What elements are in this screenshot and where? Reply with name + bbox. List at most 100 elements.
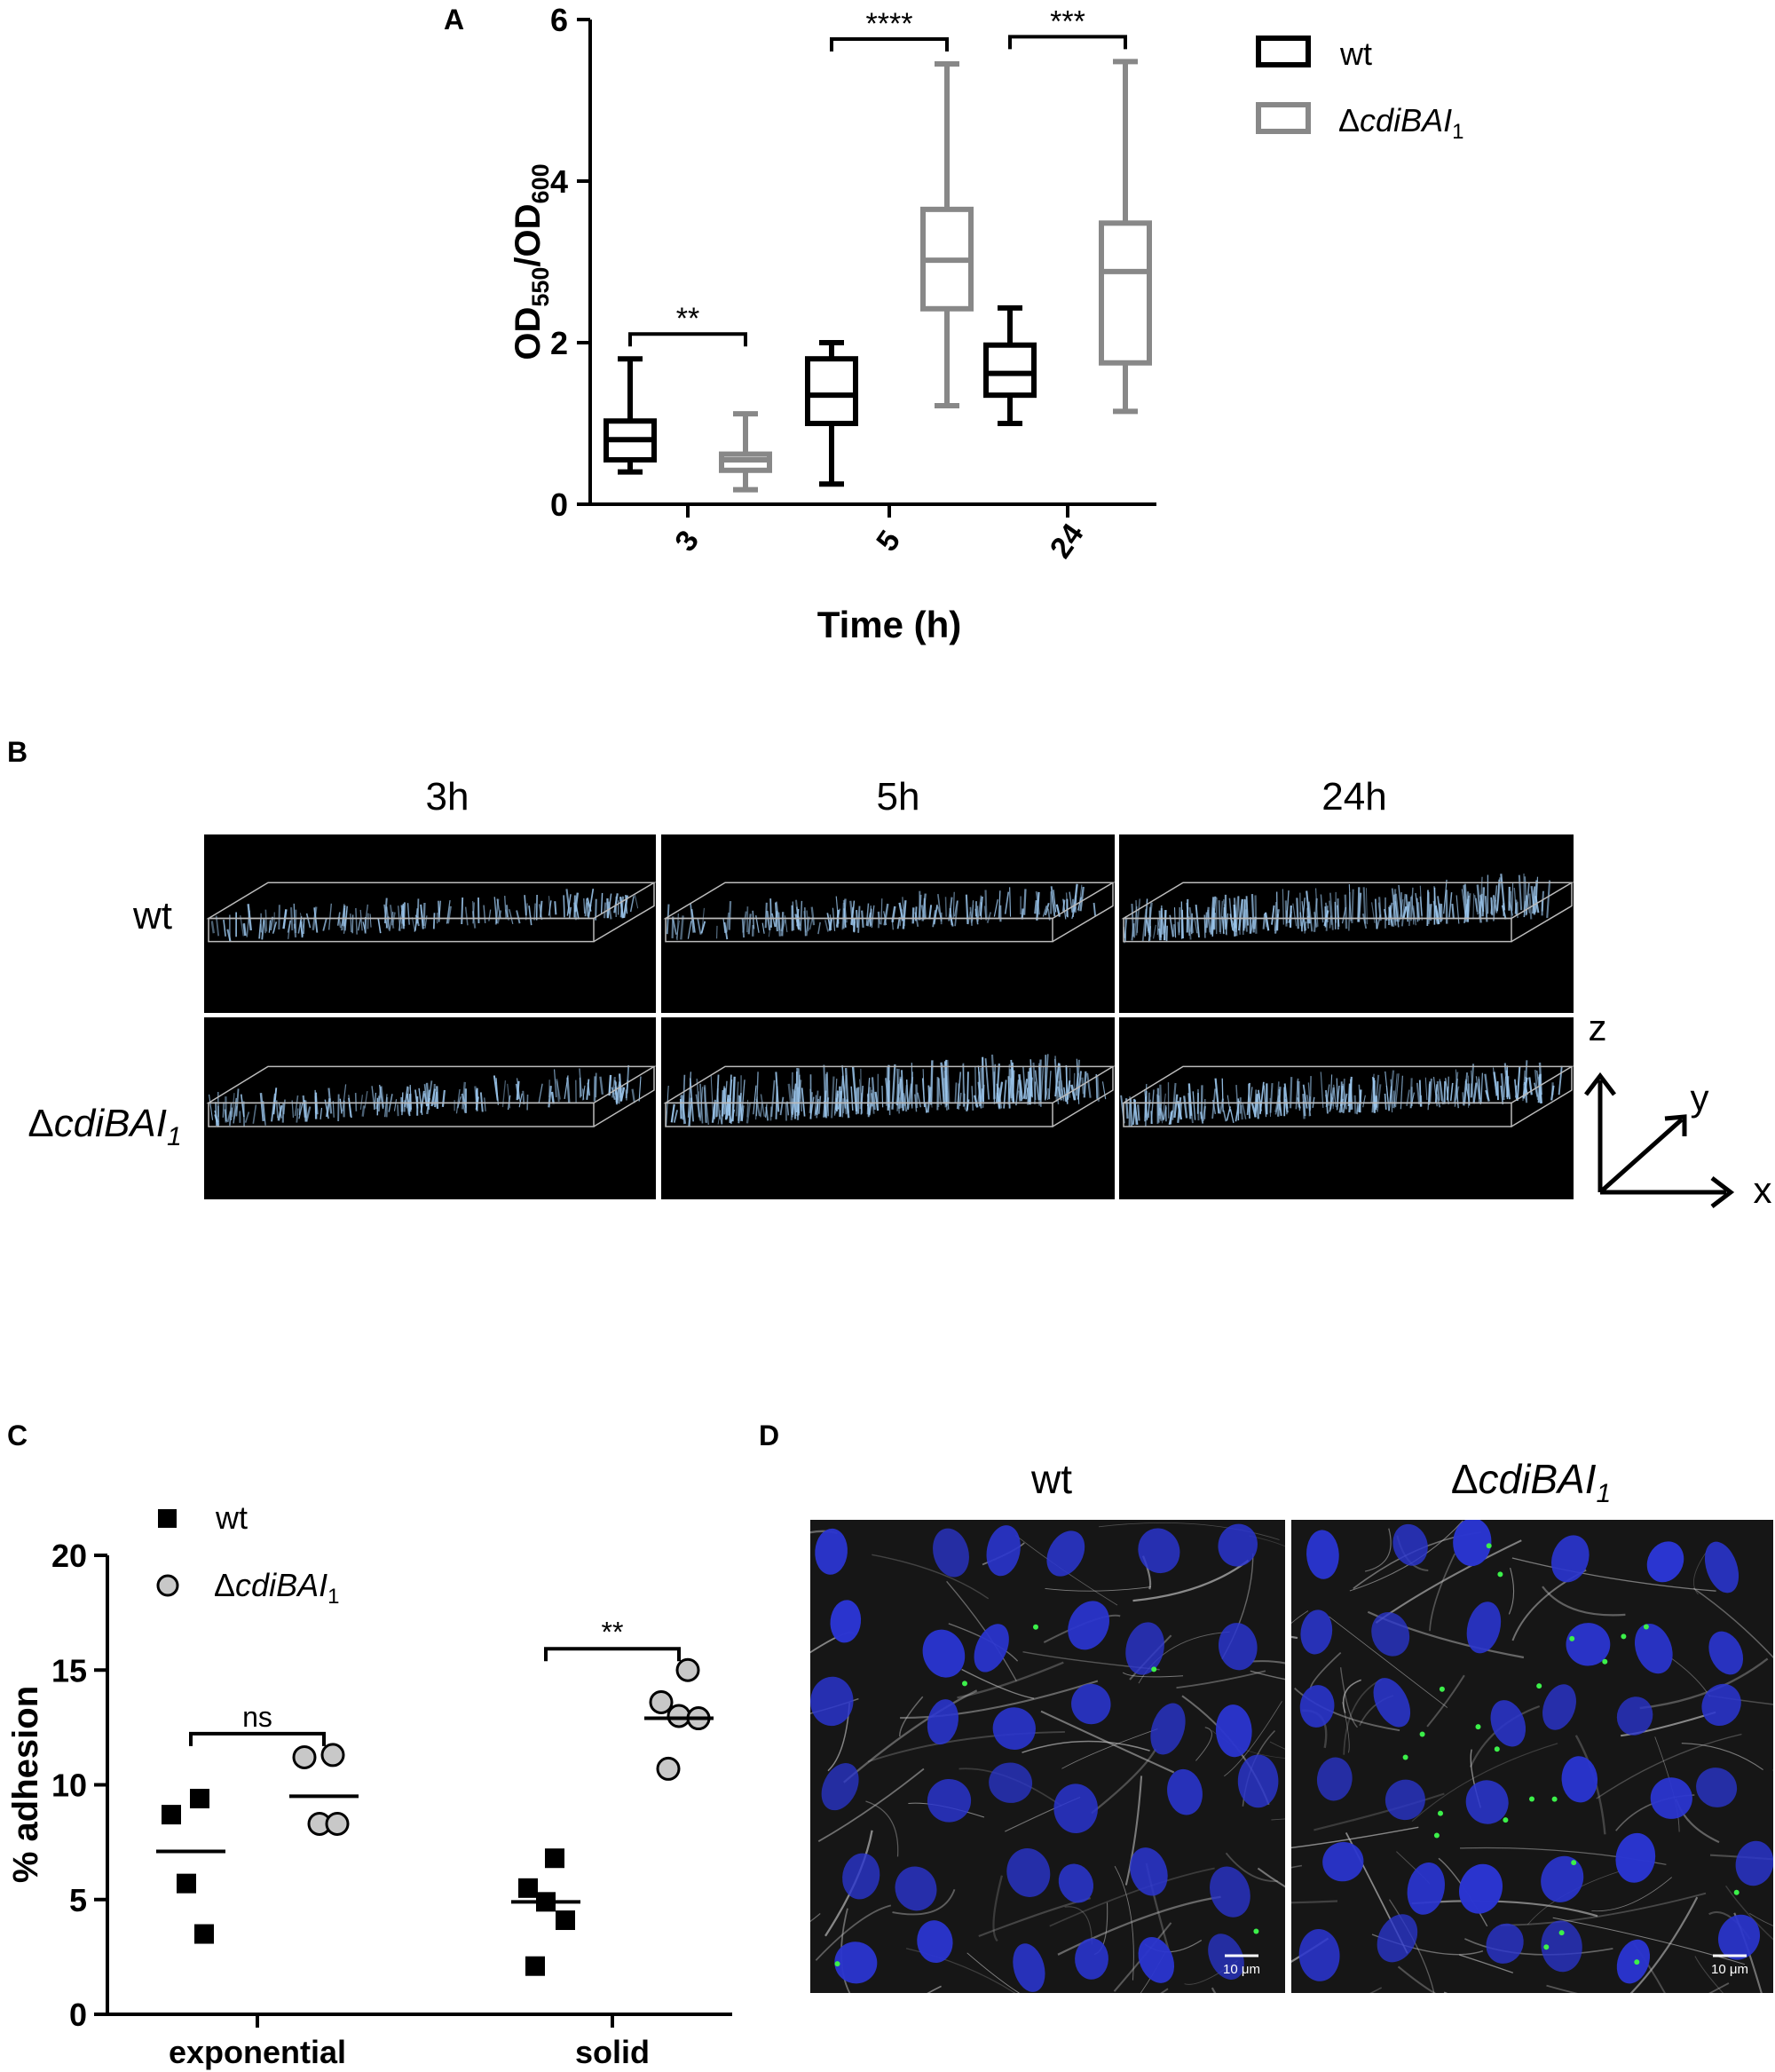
biofilm-strand bbox=[548, 1086, 552, 1108]
biofilm-strand bbox=[293, 923, 297, 937]
panel-a-significance: ****** *** bbox=[628, 4, 1127, 347]
biofilm-strand bbox=[761, 922, 765, 934]
biofilm-strand bbox=[507, 1083, 511, 1109]
x-tick-label: 24 bbox=[1044, 518, 1091, 565]
biofilm-strand bbox=[296, 1108, 299, 1123]
bacterium bbox=[1439, 1686, 1445, 1692]
actin-fiber bbox=[1621, 1711, 1716, 1737]
biofilm-strand bbox=[704, 1087, 707, 1124]
actin-fiber bbox=[927, 1985, 942, 1993]
biofilm-strand bbox=[1264, 912, 1270, 931]
biofilm-strand bbox=[826, 1072, 829, 1117]
micrograph-wt: 10 μm bbox=[810, 1520, 1285, 1993]
biofilm-strand bbox=[575, 905, 580, 920]
box-wt-24 bbox=[983, 304, 1037, 426]
biofilm-strand bbox=[226, 1111, 232, 1123]
wireframe-side bbox=[593, 1066, 655, 1127]
biofilm-strand bbox=[464, 906, 469, 926]
biofilm-strand bbox=[1131, 923, 1135, 941]
biofilm-strand bbox=[1269, 1082, 1274, 1113]
legend-swatch-mutant bbox=[1256, 102, 1311, 134]
biofilm-strand bbox=[361, 1105, 366, 1117]
biofilm-strand bbox=[258, 918, 262, 939]
biofilm-strand bbox=[1518, 874, 1523, 911]
biofilm-strand bbox=[680, 915, 684, 940]
biofilm-strand bbox=[1034, 1070, 1040, 1101]
bacterium bbox=[1733, 1889, 1740, 1895]
panel-c-label: C bbox=[7, 1420, 28, 1451]
biofilm-strand bbox=[305, 1106, 312, 1122]
biofilm-strand bbox=[1344, 894, 1348, 929]
actin-fiber bbox=[1061, 1728, 1158, 1769]
biofilm-strand bbox=[1025, 1087, 1029, 1100]
biofilm-strand bbox=[223, 919, 226, 937]
biofilm-strand bbox=[554, 901, 557, 915]
biofilm-strand bbox=[1274, 901, 1277, 931]
biofilm-strand bbox=[1163, 1107, 1167, 1120]
biofilm-strand bbox=[1320, 1072, 1324, 1108]
biofilm-strand bbox=[954, 900, 958, 927]
biofilm-strand bbox=[769, 898, 772, 928]
biofilm-strand bbox=[1177, 1096, 1182, 1123]
panel-b-tiles bbox=[204, 834, 1574, 1199]
nucleus bbox=[1058, 1863, 1094, 1903]
biofilm-strand bbox=[952, 891, 955, 918]
biofilm-strand bbox=[995, 1064, 1000, 1103]
biofilm-strand bbox=[1070, 1084, 1077, 1101]
biofilm-strand bbox=[364, 1090, 368, 1109]
biofilm-strand bbox=[741, 918, 746, 938]
biofilm-strand bbox=[1035, 891, 1040, 915]
biofilm-strand bbox=[461, 1081, 467, 1110]
biofilm-strand bbox=[1453, 1072, 1459, 1103]
biofilm-strand bbox=[944, 897, 947, 917]
nucleus bbox=[1237, 1754, 1279, 1808]
biofilm-strand bbox=[895, 1069, 900, 1105]
nucleus bbox=[1298, 1929, 1340, 1981]
bacterium bbox=[1503, 1817, 1509, 1823]
biofilm-strand bbox=[1329, 900, 1333, 925]
biofilm-strand bbox=[556, 1079, 560, 1103]
biofilm-strand bbox=[409, 1085, 412, 1110]
actin-fiber bbox=[843, 1689, 978, 1783]
biofilm-strand bbox=[584, 898, 588, 917]
biofilm-strand bbox=[841, 1065, 847, 1109]
biofilm-strand bbox=[1022, 1079, 1029, 1099]
panel-c-points bbox=[156, 1657, 714, 1976]
wireframe-side bbox=[1052, 882, 1114, 943]
biofilm-strand bbox=[320, 1107, 323, 1119]
box-mutant-5 bbox=[920, 61, 974, 408]
significance-bracket bbox=[189, 1731, 326, 1746]
actin-fiber bbox=[1250, 1670, 1285, 1681]
nucleus bbox=[922, 1629, 966, 1678]
actin-fiber bbox=[957, 1661, 1064, 1699]
biofilm-strand bbox=[599, 1076, 604, 1095]
biofilm-strand bbox=[880, 898, 883, 925]
biofilm-strand bbox=[434, 1091, 438, 1108]
nucleus bbox=[1542, 1684, 1576, 1730]
bacterium bbox=[962, 1681, 967, 1687]
nucleus bbox=[1566, 1623, 1611, 1666]
actin-fiber bbox=[992, 1875, 1004, 1942]
biofilm-strand bbox=[564, 1075, 569, 1100]
biofilm-render-mutant-5h bbox=[661, 1017, 1116, 1199]
biofilm-strand bbox=[1532, 886, 1536, 914]
bacterium bbox=[1602, 1658, 1608, 1665]
panel-a-label: A bbox=[444, 4, 464, 36]
biofilm-strand bbox=[1426, 890, 1429, 927]
biofilm-strand bbox=[278, 905, 280, 929]
biofilm-strand bbox=[680, 1095, 685, 1119]
biofilm-strand bbox=[1503, 1076, 1507, 1098]
actin-fiber bbox=[1224, 1701, 1282, 1777]
biofilm-strand bbox=[954, 1082, 958, 1103]
biofilm-strand bbox=[1007, 1064, 1011, 1105]
box-iqr bbox=[805, 356, 858, 427]
biofilm-strand bbox=[1189, 1103, 1194, 1124]
panel-a-boxes bbox=[604, 59, 1152, 493]
biofilm-strand bbox=[841, 1098, 844, 1118]
biofilm-strand bbox=[566, 894, 572, 916]
biofilm-strand bbox=[824, 920, 829, 932]
biofilm-strand bbox=[393, 1099, 398, 1111]
biofilm-strand bbox=[891, 906, 896, 922]
actin-fiber bbox=[1596, 1733, 1742, 1799]
biofilm-strand bbox=[339, 1098, 343, 1114]
